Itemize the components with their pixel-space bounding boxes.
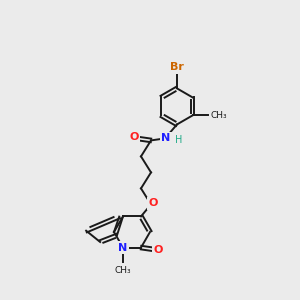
Text: O: O — [153, 244, 163, 255]
Text: N: N — [118, 243, 127, 253]
Text: H: H — [175, 135, 182, 146]
Text: Br: Br — [170, 62, 184, 72]
Text: N: N — [161, 134, 171, 143]
Text: O: O — [129, 132, 139, 142]
Text: CH₃: CH₃ — [211, 111, 227, 120]
Text: CH₃: CH₃ — [115, 266, 131, 274]
Text: O: O — [148, 198, 158, 208]
